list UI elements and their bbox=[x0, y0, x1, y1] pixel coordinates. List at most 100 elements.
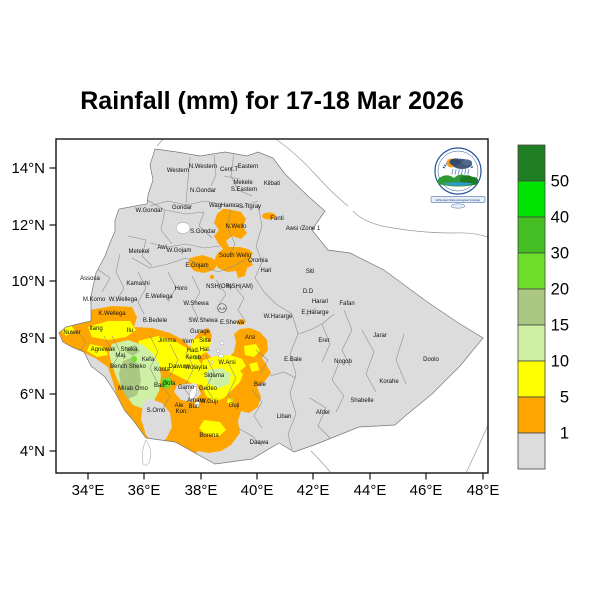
x-tick-label: 48°E bbox=[467, 482, 500, 499]
zone-label: Siti bbox=[306, 269, 314, 275]
zone-label: Agnewak bbox=[91, 347, 117, 353]
ema-logo: Ethiopian Meteorological Institute bbox=[430, 147, 486, 209]
legend-swatch bbox=[517, 324, 546, 362]
zone-label: Metekel bbox=[128, 249, 149, 255]
zone-label: Awsi /Zone 1 bbox=[286, 226, 321, 232]
zone-label: Arsi bbox=[245, 335, 255, 341]
legend-swatch bbox=[517, 432, 546, 470]
zone-label: Bur. bbox=[189, 404, 200, 410]
zone-label: Ilu bbox=[127, 328, 133, 334]
zone-label: Oromia bbox=[248, 258, 268, 264]
zone-label: Kemb. bbox=[185, 355, 203, 361]
x-tick-label: 44°E bbox=[354, 482, 387, 499]
zone-label: Gofa bbox=[162, 381, 176, 387]
addis-ababa-marker bbox=[217, 303, 227, 314]
zone-label: Liban bbox=[277, 414, 292, 420]
rainfall-legend: 50 40 30 20 15 10 5 1 bbox=[517, 144, 569, 470]
y-tick-label: 12°N bbox=[11, 217, 45, 234]
y-tick-label: 14°N bbox=[11, 160, 45, 177]
x-tick-label: 46°E bbox=[410, 482, 443, 499]
zone-label: Erer bbox=[318, 338, 329, 344]
lake-turkana bbox=[142, 439, 152, 466]
zone-label: W.Wellega bbox=[109, 297, 138, 303]
zone-label: Kamashi bbox=[126, 281, 149, 287]
zone-label: S.Omo bbox=[147, 408, 166, 414]
zone-label: Daawa bbox=[250, 440, 269, 446]
x-tick-label: 38°E bbox=[185, 482, 218, 499]
lake-shala bbox=[218, 354, 224, 358]
x-tick-label: 42°E bbox=[297, 482, 330, 499]
legend-value-label: 5 bbox=[560, 389, 569, 407]
zone-label: Korahe bbox=[379, 379, 399, 385]
zone-label: South Wello bbox=[219, 253, 252, 259]
zone-label: Assosa bbox=[80, 276, 100, 282]
ethiopia-landmass bbox=[59, 149, 483, 464]
y-tick-label: 6°N bbox=[20, 386, 45, 403]
neighbor-country-borders bbox=[142, 138, 489, 474]
zone-label: Jarar bbox=[373, 333, 387, 339]
zone-label: Yem bbox=[182, 339, 194, 345]
zone-label: Wolayita bbox=[185, 365, 209, 371]
zone-label: WagHamra bbox=[209, 203, 240, 209]
zone-label: Horo bbox=[174, 286, 188, 292]
zone-label: Afder bbox=[316, 410, 330, 416]
zone-label: SW.Shewa bbox=[188, 318, 218, 324]
zone-label: B.Bedele bbox=[143, 318, 168, 324]
y-tick-label: 8°N bbox=[20, 330, 45, 347]
zone-label: Western bbox=[167, 168, 189, 174]
y-tick-label: 4°N bbox=[20, 443, 45, 460]
map-title: Rainfall (mm) for 17-18 Mar 2026 bbox=[80, 87, 463, 115]
legend-value-label: 10 bbox=[551, 353, 569, 371]
zone-label: Kilbati bbox=[264, 181, 280, 187]
zone-label: Bas. bbox=[154, 383, 166, 389]
zone-label: Gurage bbox=[190, 329, 211, 335]
lake-chamo bbox=[194, 400, 200, 408]
ethiopia-outline bbox=[58, 148, 484, 465]
y-tick-label: 10°N bbox=[11, 273, 45, 290]
zone-label: Gondar bbox=[172, 205, 192, 211]
zone-label: Kefa bbox=[142, 357, 155, 363]
logo-banner bbox=[430, 196, 486, 203]
zone-label: S.Gondar bbox=[190, 229, 216, 235]
legend-value-label: 40 bbox=[551, 209, 569, 227]
zone-label: W.Shewa bbox=[183, 301, 209, 307]
cloud-icon bbox=[449, 158, 472, 169]
zone-label: E.Wellega bbox=[145, 294, 173, 300]
legend-swatch bbox=[517, 252, 546, 290]
zone-label: N.Wello bbox=[226, 224, 248, 230]
legend-swatch bbox=[517, 216, 546, 254]
zone-label: W.Guji bbox=[200, 399, 218, 405]
zone-label: Doolo bbox=[423, 357, 439, 363]
zone-label: Harari bbox=[312, 299, 328, 305]
x-tick-label: 34°E bbox=[72, 482, 105, 499]
zone-label: W.Gondar bbox=[135, 208, 162, 214]
zone-label: Guji bbox=[229, 403, 240, 409]
zone-label: Eastern bbox=[238, 164, 259, 170]
zone-label: N.Gondar bbox=[190, 188, 216, 194]
zone-label: Maj. bbox=[115, 353, 127, 359]
zone-label: M.Komo bbox=[83, 297, 106, 303]
zone-label: Itang bbox=[89, 326, 102, 332]
zone-label: NSH(OR) bbox=[206, 284, 232, 290]
zone-label: NSH(AM) bbox=[227, 284, 253, 290]
legend-value-label: 1 bbox=[560, 425, 569, 443]
zone-label: E.Bale bbox=[284, 357, 302, 363]
legend-value-label: 30 bbox=[551, 245, 569, 263]
zone-label: S.Eastern bbox=[231, 187, 257, 193]
zone-label: E.Shewa bbox=[220, 320, 245, 326]
zone-label: E.Hararge bbox=[301, 310, 329, 316]
legend-value-label: 20 bbox=[551, 281, 569, 299]
zone-label: Nuwer bbox=[63, 330, 80, 336]
lake-langano bbox=[216, 349, 220, 353]
lake-ziway bbox=[219, 340, 225, 346]
zone-label: Hal. bbox=[200, 347, 211, 353]
zone-label: Shabelle bbox=[350, 398, 374, 404]
zone-label: W.Arsi bbox=[218, 360, 235, 366]
x-tick-label: 36°E bbox=[128, 482, 161, 499]
city-label: A.A bbox=[218, 306, 225, 311]
zone-label: Cent.T bbox=[220, 167, 238, 173]
river-icon bbox=[442, 182, 474, 186]
zone-label: Gamo bbox=[178, 385, 195, 391]
zone-label: Nogob bbox=[334, 359, 352, 365]
